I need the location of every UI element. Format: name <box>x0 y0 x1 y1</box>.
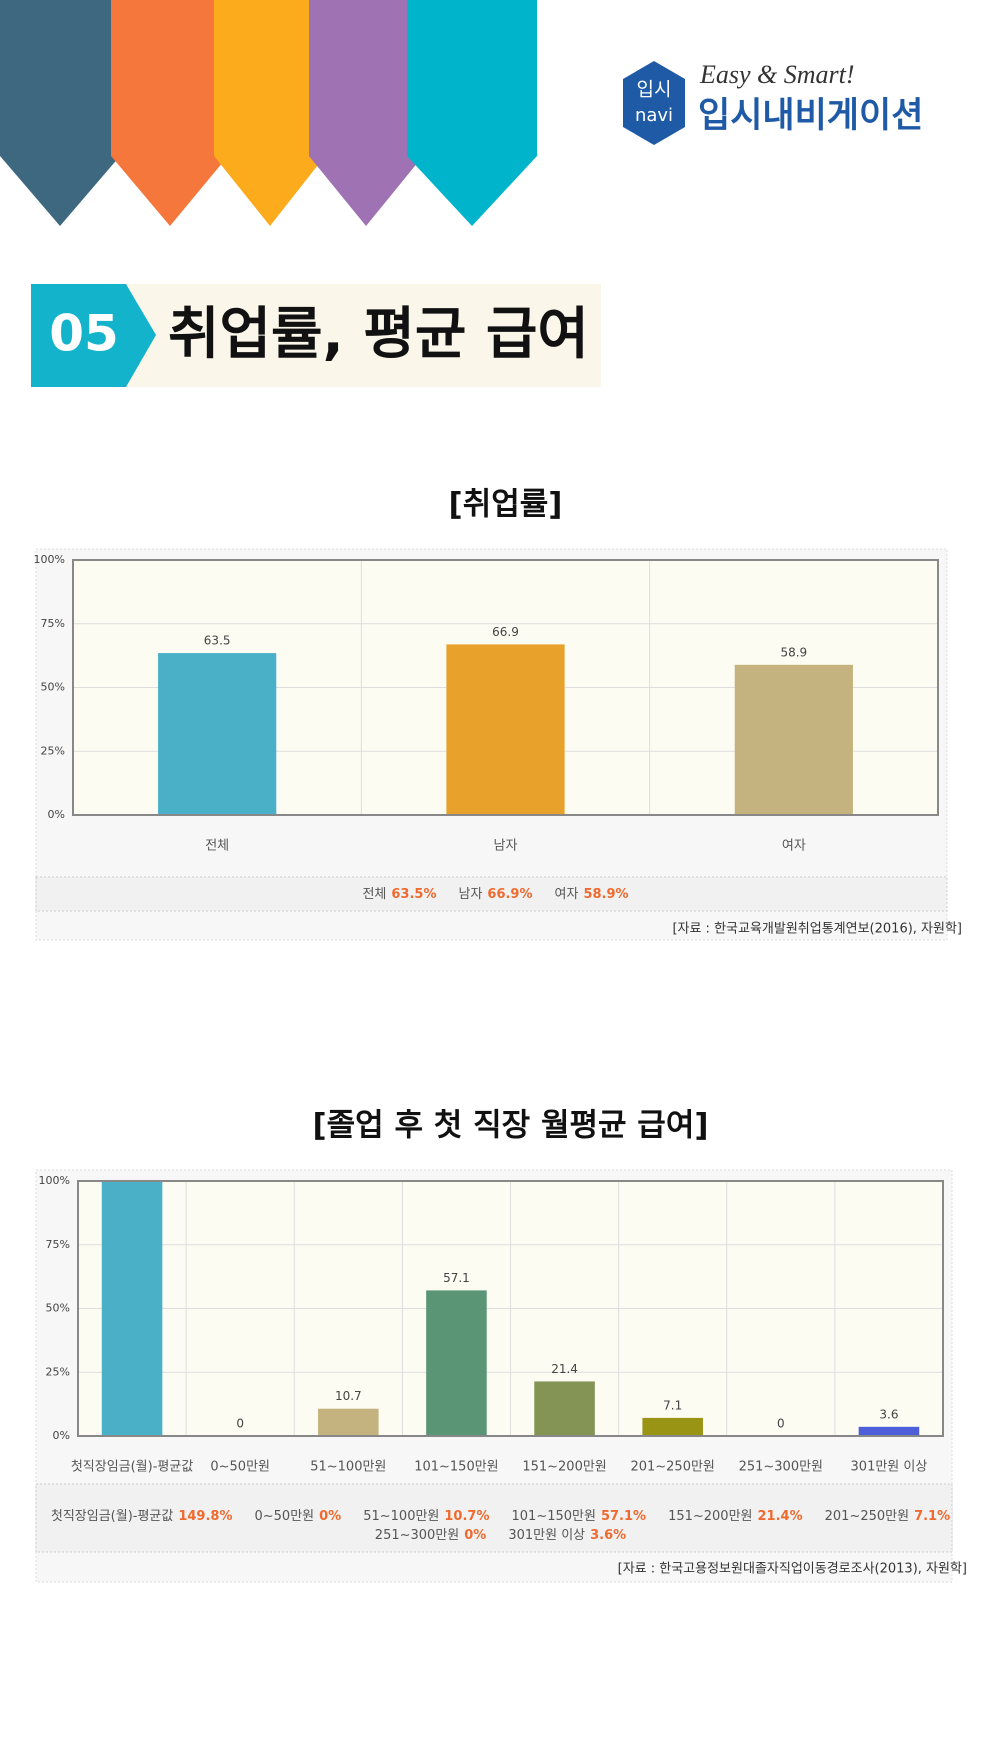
chart-title: [졸업 후 첫 직장 월평균 급여] <box>312 1108 708 1144</box>
plot-frame <box>77 1180 944 1437</box>
x-tick-label: 201~250만원 <box>630 1460 714 1475</box>
logo-slogan: Easy & Smart! <box>699 60 855 89</box>
summary-value: 66.9% <box>487 887 532 902</box>
summary-category: 첫직장임금(월)-평균값 <box>51 1509 174 1524</box>
summary-category: 251~300만원 <box>375 1528 459 1543</box>
y-tick-label: 0% <box>53 1429 70 1442</box>
summary-value: 58.9% <box>583 887 628 902</box>
bar <box>446 644 565 815</box>
summary-value: 63.5% <box>391 887 436 902</box>
section-title: 취업률, 평균 급여 <box>168 302 589 367</box>
y-tick-label: 100% <box>39 1174 70 1187</box>
summary-value: 0% <box>464 1528 486 1543</box>
y-tick-label: 0% <box>48 808 65 821</box>
banner-ribbon <box>111 0 228 226</box>
logo-hexagon <box>623 61 685 145</box>
x-tick-label: 151~200만원 <box>522 1460 606 1475</box>
banner-ribbon <box>407 0 537 226</box>
data-label: 21.4 <box>551 1362 578 1376</box>
bar <box>318 1408 379 1436</box>
source-note: [자료 : 한국고용정보원대졸자직업이동경로조사(2013), 자원학] <box>618 1562 967 1577</box>
banner-ribbon <box>309 0 423 226</box>
plot-frame <box>72 559 939 816</box>
summary-category: 201~250만원 <box>825 1509 909 1524</box>
section-number-box <box>31 284 156 387</box>
source-note: [자료 : 한국교육개발원취업통계연보(2016), 자원학] <box>672 922 962 937</box>
x-tick-label: 301만원 이상 <box>851 1460 928 1475</box>
x-tick-label: 101~150만원 <box>414 1460 498 1475</box>
summary-value: 57.1% <box>601 1509 646 1524</box>
y-tick-label: 25% <box>46 1365 70 1378</box>
data-label: 58.9 <box>780 645 807 659</box>
x-tick-label: 첫직장임금(월)-평균값 <box>71 1460 194 1475</box>
bar <box>158 653 277 815</box>
summary-value: 0% <box>319 1509 341 1524</box>
y-tick-label: 25% <box>41 744 65 757</box>
summary-band <box>35 876 948 912</box>
banner <box>0 0 537 226</box>
section-band <box>120 284 601 387</box>
banner-ribbon <box>0 0 120 226</box>
logo: 입시 navi Easy & Smart! 입시내비게이션 <box>623 60 923 145</box>
y-tick-label: 50% <box>46 1302 70 1315</box>
summary-category: 여자 <box>555 887 579 902</box>
summary-category: 151~200만원 <box>668 1509 752 1524</box>
summary-row: 첫직장임금(월)-평균값 149.8% 0~50만원 0% 51~100만원 10.7% 1… <box>51 1509 950 1524</box>
summary-category: 301만원 이상 <box>508 1528 585 1543</box>
bars <box>101 1181 920 1436</box>
summary-band <box>35 1483 953 1553</box>
bar <box>858 1426 920 1436</box>
x-tick-label: 전체 <box>205 839 229 854</box>
summary-row: 전체 63.5% 남자 66.9% 여자 58.9% <box>362 887 628 902</box>
summary-category: 51~100만원 <box>363 1509 439 1524</box>
data-label: 10.7 <box>335 1389 362 1403</box>
x-tick-label: 51~100만원 <box>310 1460 386 1475</box>
x-tick-label: 0~50만원 <box>210 1460 270 1475</box>
chart-title: [취업률] <box>449 487 563 523</box>
data-label: 3.6 <box>879 1407 898 1421</box>
data-label: 66.9 <box>492 625 519 639</box>
data-label: 0 <box>236 1417 244 1431</box>
bar <box>734 664 853 815</box>
bar <box>534 1381 595 1436</box>
section-number: 05 <box>49 305 119 363</box>
summary-value: 149.8% <box>178 1509 232 1524</box>
x-tick-label: 남자 <box>494 839 518 854</box>
bar <box>642 1417 703 1436</box>
summary-value: 7.1% <box>914 1509 950 1524</box>
summary-category: 0~50만원 <box>255 1509 315 1524</box>
y-tick-label: 50% <box>41 681 65 694</box>
section-heading: 05 취업률, 평균 급여 <box>31 284 601 387</box>
summary-category: 남자 <box>458 887 482 902</box>
bars <box>158 644 853 815</box>
summary-value: 10.7% <box>444 1509 489 1524</box>
data-label: 63.5 <box>204 634 231 648</box>
data-label: 57.1 <box>443 1271 470 1285</box>
summary-category: 101~150만원 <box>512 1509 596 1524</box>
logo-badge: 입시 <box>637 79 672 101</box>
summary-value: 3.6% <box>590 1528 626 1543</box>
logo-badge: navi <box>635 105 673 126</box>
logo-brand: 입시내비게이션 <box>698 96 923 136</box>
bar <box>426 1290 487 1436</box>
data-label: 7.1 <box>663 1398 682 1412</box>
y-tick-label: 75% <box>46 1238 70 1251</box>
summary-row: 251~300만원 0% 301만원 이상 3.6% <box>375 1528 626 1543</box>
bar <box>101 1181 163 1436</box>
y-tick-label: 75% <box>41 617 65 630</box>
summary-category: 전체 <box>362 887 386 902</box>
banner-ribbon <box>214 0 325 226</box>
x-tick-label: 251~300만원 <box>739 1460 823 1475</box>
summary-value: 21.4% <box>758 1509 803 1524</box>
data-label: 0 <box>777 1417 785 1431</box>
x-tick-label: 여자 <box>782 839 806 854</box>
y-tick-label: 100% <box>34 553 65 566</box>
